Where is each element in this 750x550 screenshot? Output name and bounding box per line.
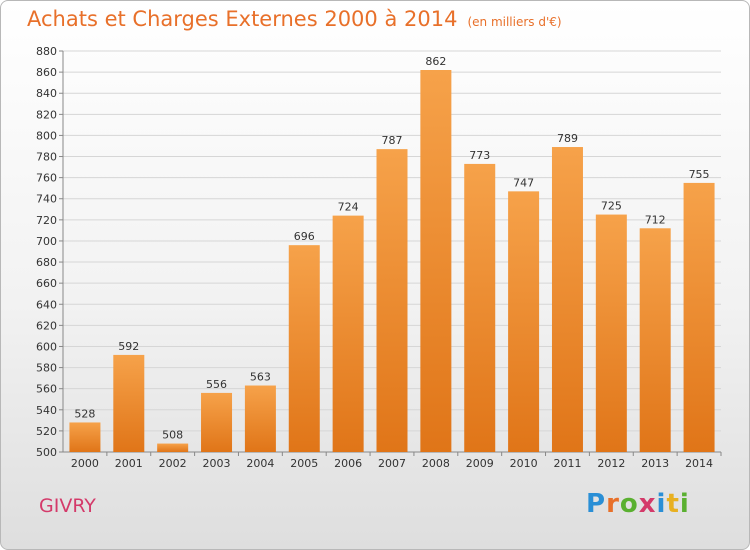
bar-2004 — [244, 385, 276, 452]
y-tick-label: 540 — [36, 404, 57, 417]
value-label-2009: 773 — [469, 149, 490, 162]
bar-2007 — [376, 149, 408, 453]
y-tick-label: 520 — [36, 425, 57, 438]
y-tick-label: 800 — [36, 129, 57, 142]
bar-2009 — [464, 163, 496, 453]
value-label-2006: 724 — [338, 201, 359, 214]
bar-2012 — [595, 214, 627, 452]
proxiti-logo: Proxiti — [586, 489, 690, 519]
logo-letter: x — [638, 489, 657, 519]
y-tick-label: 500 — [36, 446, 57, 459]
axes: 500 520 540 560 580 600 620 640 660 680 700 720 740 7… — [36, 45, 722, 470]
value-label-2008: 862 — [425, 55, 446, 68]
logo-letter: i — [679, 489, 690, 519]
value-label-2011: 789 — [557, 132, 578, 145]
x-tick-label-2013: 2013 — [641, 457, 669, 470]
x-tick-label-2000: 2000 — [71, 457, 99, 470]
y-tick-label: 700 — [36, 235, 57, 248]
value-label-2010: 747 — [513, 176, 534, 189]
bar-2001 — [113, 354, 145, 452]
value-label-2004: 563 — [250, 371, 271, 384]
x-tick-label-2014: 2014 — [685, 457, 713, 470]
x-tick-label-2011: 2011 — [553, 457, 581, 470]
y-tick-label: 600 — [36, 340, 57, 353]
x-tick-label-2012: 2012 — [597, 457, 625, 470]
value-label-2014: 755 — [689, 168, 710, 181]
logo-letter: o — [619, 489, 639, 519]
bar-2002 — [157, 443, 189, 452]
bar-2013 — [639, 228, 671, 452]
value-label-2012: 725 — [601, 200, 622, 213]
x-tick-label-2001: 2001 — [115, 457, 143, 470]
bar-2005 — [288, 245, 320, 452]
x-tick-label-2009: 2009 — [466, 457, 494, 470]
y-tick-label: 760 — [36, 172, 57, 185]
value-label-2000: 528 — [74, 407, 95, 420]
y-tick-label: 780 — [36, 151, 57, 164]
y-tick-label: 860 — [36, 66, 57, 79]
y-tick-label: 840 — [36, 87, 57, 100]
x-tick-label-2002: 2002 — [159, 457, 187, 470]
y-tick-label: 740 — [36, 193, 57, 206]
y-tick-label: 720 — [36, 214, 57, 227]
bar-2010 — [508, 191, 540, 452]
bar-2006 — [332, 215, 364, 452]
bar-2011 — [551, 147, 583, 453]
chart-title-text: Achats et Charges Externes 2000 à 2014 — [27, 7, 458, 31]
x-tick-label-2003: 2003 — [203, 457, 231, 470]
data-labels: 528 592 508 556 563 696 724 787 862 773 747 789 725 7… — [74, 55, 709, 442]
y-tick-label: 820 — [36, 108, 57, 121]
x-tick-label-2010: 2010 — [510, 457, 538, 470]
value-label-2005: 696 — [294, 230, 315, 243]
x-tick-label-2008: 2008 — [422, 457, 450, 470]
x-tick-label-2006: 2006 — [334, 457, 362, 470]
bar-2014 — [683, 182, 715, 452]
value-label-2013: 712 — [645, 213, 666, 226]
value-label-2007: 787 — [382, 134, 403, 147]
y-tick-label: 560 — [36, 383, 57, 396]
chart-title: Achats et Charges Externes 2000 à 2014 (e… — [27, 7, 562, 31]
y-tick-label: 660 — [36, 277, 57, 290]
bars — [69, 69, 715, 453]
logo-letter: P — [586, 489, 607, 519]
y-tick-label: 880 — [36, 45, 57, 58]
bar-2000 — [69, 422, 101, 452]
place-name: GIVRY — [39, 495, 96, 517]
x-tick-label-2005: 2005 — [290, 457, 318, 470]
logo-letter: i — [656, 489, 667, 519]
y-tick-label: 680 — [36, 256, 57, 269]
logo-letter: t — [666, 489, 680, 519]
y-tick-label: 640 — [36, 298, 57, 311]
y-tick-label: 580 — [36, 362, 57, 375]
value-label-2003: 556 — [206, 378, 227, 391]
bar-2008 — [420, 69, 452, 452]
x-tick-label-2004: 2004 — [246, 457, 274, 470]
bar-2003 — [201, 392, 233, 452]
x-tick-label-2007: 2007 — [378, 457, 406, 470]
chart-subtitle: (en milliers d'€) — [467, 15, 562, 29]
logo-letter: r — [606, 489, 620, 519]
value-label-2001: 592 — [118, 340, 139, 353]
value-label-2002: 508 — [162, 429, 183, 442]
y-tick-label: 620 — [36, 319, 57, 332]
